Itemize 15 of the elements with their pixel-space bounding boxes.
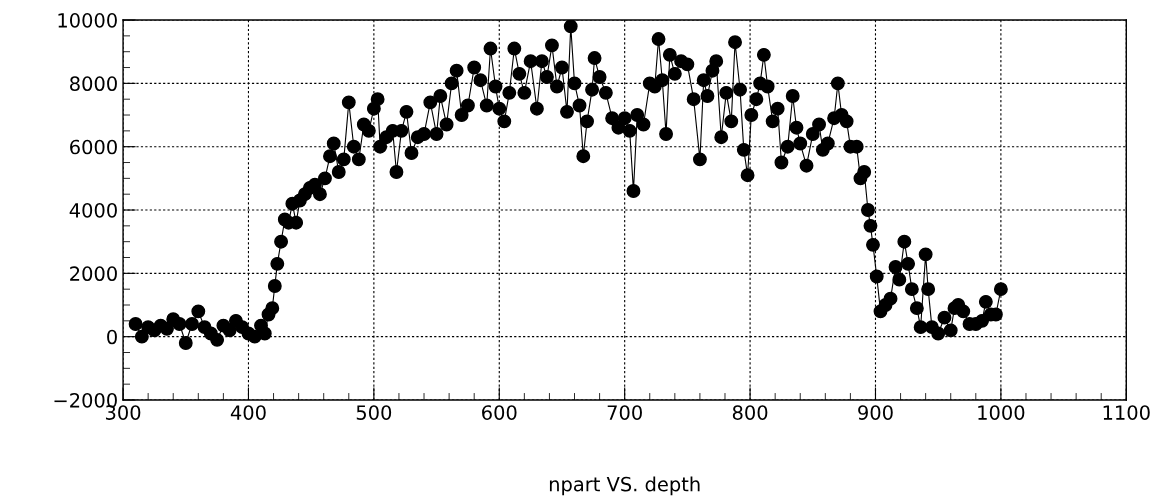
x-tick-label: 400	[230, 405, 266, 420]
x-axis-title: npart VS. depth	[549, 476, 700, 496]
x-tick-label: 900	[858, 405, 893, 420]
x-tick-label: 1100	[1103, 405, 1150, 420]
y-tick-label: 4000	[69, 202, 117, 218]
x-tick-label: 500	[356, 405, 392, 420]
y-tick-label: 0	[107, 329, 117, 345]
x-tick-label: 700	[607, 405, 642, 420]
y-tick-label: 2000	[70, 266, 117, 282]
y-tick-label: 10000	[58, 13, 117, 28]
y-tick-label: 6000	[70, 139, 117, 155]
x-tick-label: 1000	[978, 405, 1025, 420]
y-tick-label: 8000	[70, 76, 117, 92]
x-tick-label: 600	[482, 405, 517, 420]
x-tick-label: 800	[732, 405, 768, 420]
